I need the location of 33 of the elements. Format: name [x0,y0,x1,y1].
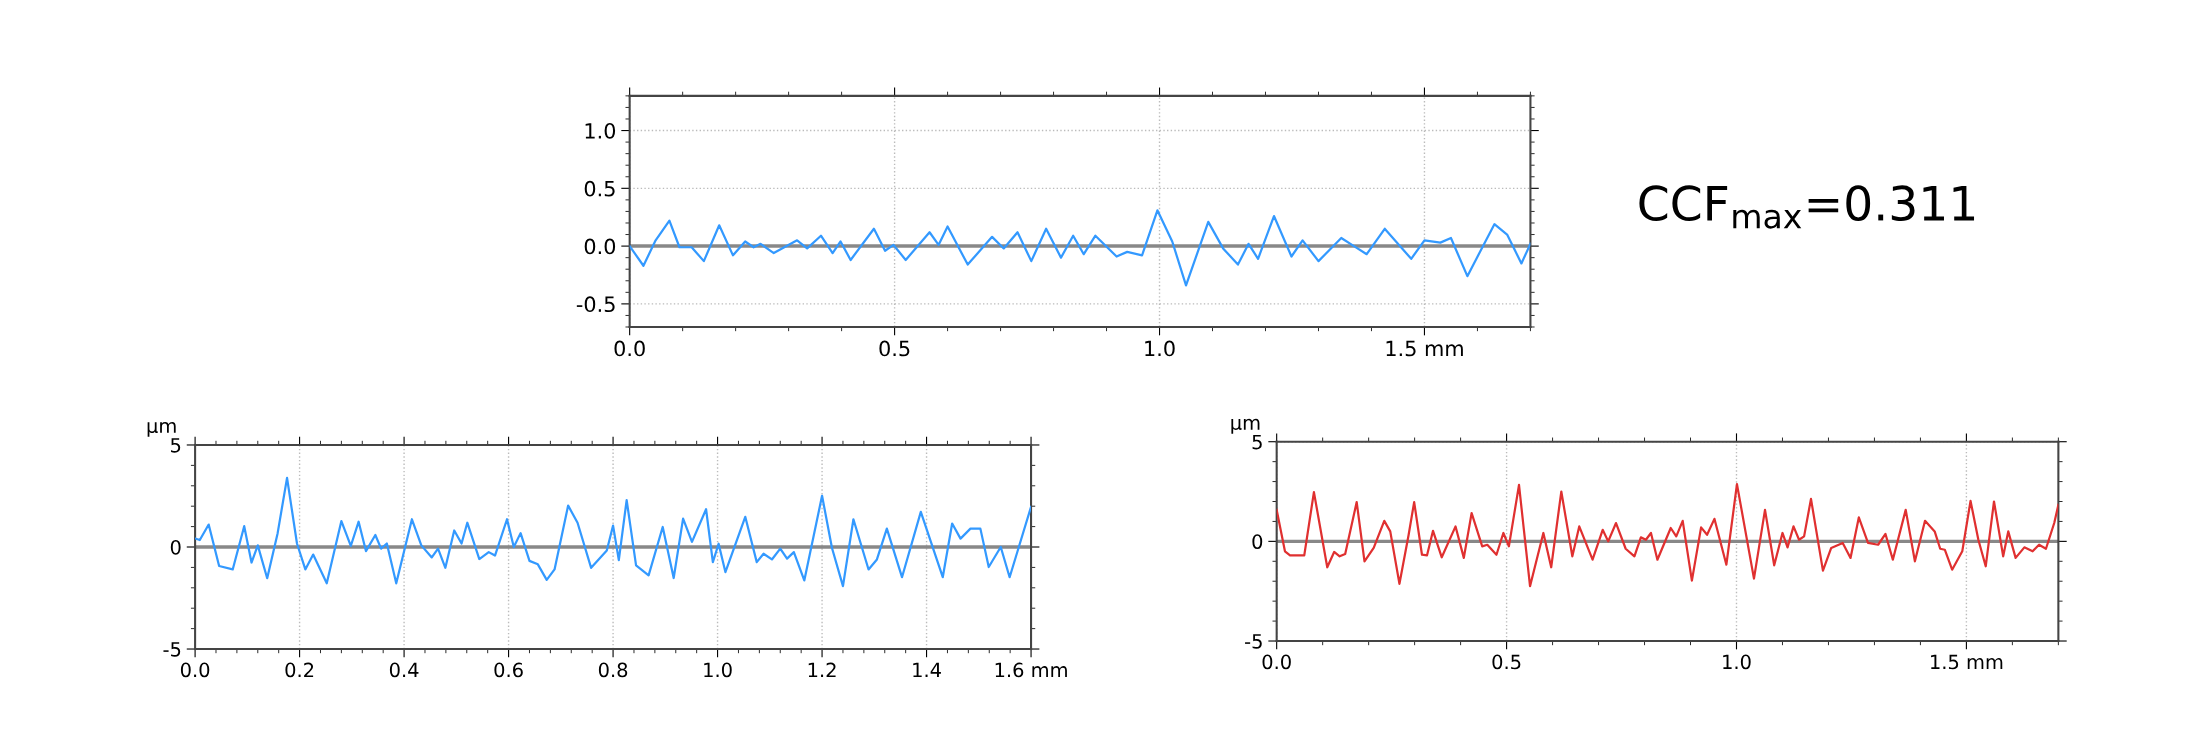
y-tick-label: -5 [163,642,181,657]
x-tick-label: 1.2 [808,662,836,677]
y-tick-label: 0 [170,539,181,555]
y-tick-label: 1.0 [585,122,616,139]
y-axis-title: µm [1231,418,1260,434]
y-tick-label: -5 [1245,634,1262,649]
x-tick-label: 1.4 [913,662,941,677]
x-tick-label: 0.8 [598,662,628,678]
line-series [1276,483,2059,588]
x-tick-label: 1.0 [1145,340,1175,357]
x-tick-label: 0.5 [1492,654,1521,670]
y-tick-label: 0.0 [584,238,616,255]
y-tick-label: 5 [171,438,181,453]
x-tick-label: 1.6 mm [995,662,1067,678]
x-tick-label: 1.5 mm [1931,654,2003,670]
y-axis-title: µm [147,421,176,437]
x-tick-label: 1.5 mm [1386,340,1463,357]
y-tick-label: 5 [1252,434,1262,450]
x-tick-label: 0.4 [389,662,419,678]
y-tick-label: 0 [1252,534,1263,550]
y-tick-label: -0.5 [576,296,615,313]
x-tick-label: 0.2 [285,662,314,678]
text: CCF$_{max}$=0.311 [1639,185,1975,229]
y-tick-label: 0.5 [584,180,615,197]
x-tick-label: 0.5 [879,340,910,357]
x-tick-label: 0.6 [494,662,523,678]
x-tick-label: 0.0 [614,340,645,357]
x-tick-label: 1.0 [704,662,732,678]
x-tick-label: 1.0 [1723,654,1751,670]
line-series [629,209,1531,287]
x-tick-label: 0.0 [1262,654,1291,670]
line-series [195,476,1032,588]
x-tick-label: 0.0 [180,662,210,678]
